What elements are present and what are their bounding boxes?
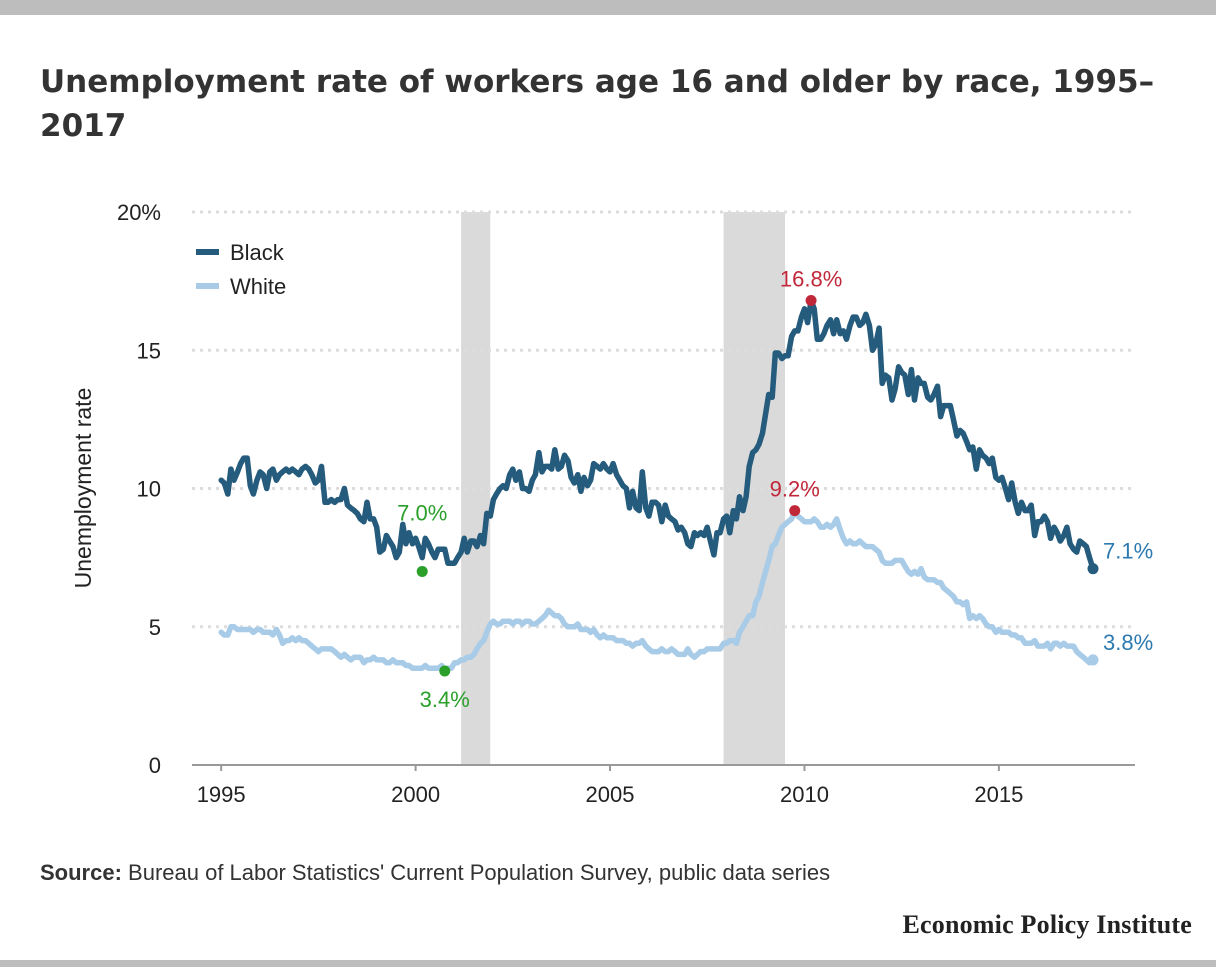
- white-max-label: 9.2%: [770, 477, 820, 502]
- brand-logo-text: Economic Policy Institute: [902, 910, 1192, 939]
- recession-bands: [461, 212, 786, 765]
- y-tick-label: 20%: [117, 200, 161, 225]
- white-min-marker: [439, 665, 451, 677]
- black-end-marker: [1087, 563, 1099, 575]
- source-note: Source: Bureau of Labor Statistics' Curr…: [40, 860, 830, 886]
- white-min-label: 3.4%: [420, 687, 470, 712]
- y-tick-label: 0: [149, 753, 161, 778]
- series-lines: [218, 297, 1096, 674]
- x-tick-label: 2000: [391, 782, 440, 807]
- annotation-markers: 7.0% 3.4% 16.8% 9.2% 7.1% 3.8%: [397, 266, 1153, 712]
- source-label: Source:: [40, 860, 122, 885]
- bottom-border-bar: [0, 960, 1216, 967]
- y-axis-label: Unemployment rate: [70, 388, 96, 589]
- series-line-white: [218, 507, 1096, 674]
- white-max-marker: [789, 505, 801, 517]
- legend-label-black: Black: [230, 240, 285, 265]
- x-tick-label: 1995: [197, 782, 246, 807]
- axes: 0 5 10 15 20% 1995 2000 2005 2010 2015: [117, 200, 1135, 807]
- black-end-label: 7.1%: [1103, 539, 1153, 564]
- legend-background: [183, 226, 311, 312]
- white-end-marker: [1087, 654, 1099, 666]
- black-min-label: 7.0%: [397, 500, 447, 525]
- source-text: Bureau of Labor Statistics' Current Popu…: [121, 860, 831, 885]
- series-line-black: [218, 297, 1096, 572]
- black-max-label: 16.8%: [780, 266, 842, 291]
- y-tick-label: 10: [137, 477, 161, 502]
- top-border-bar: [0, 0, 1216, 15]
- legend-label-white: White: [230, 274, 286, 299]
- y-tick-label: 5: [149, 615, 161, 640]
- gridlines: [192, 210, 1135, 629]
- x-tick-label: 2015: [974, 782, 1023, 807]
- black-min-marker: [416, 565, 428, 577]
- chart-title: Unemployment rate of workers age 16 and …: [40, 64, 1155, 144]
- x-tick-label: 2010: [780, 782, 829, 807]
- legend: Black White: [183, 226, 311, 312]
- y-tick-label: 15: [137, 338, 161, 363]
- x-tick-label: 2005: [586, 782, 635, 807]
- white-end-label: 3.8%: [1103, 630, 1153, 655]
- black-max-marker: [805, 294, 817, 306]
